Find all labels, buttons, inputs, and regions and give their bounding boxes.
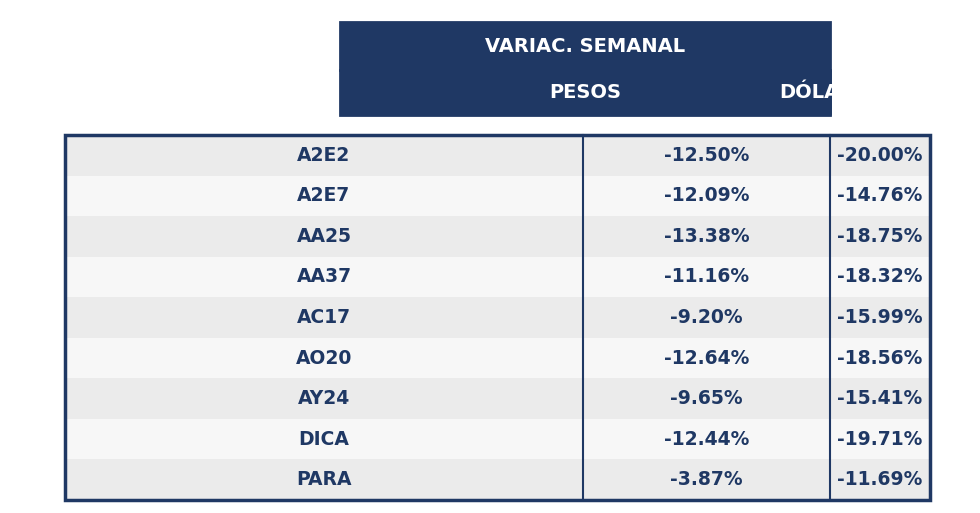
- Text: DÓLARES: DÓLARES: [779, 83, 881, 102]
- Bar: [65, 256, 930, 297]
- Text: AA37: AA37: [296, 267, 352, 286]
- Text: -9.65%: -9.65%: [670, 389, 743, 408]
- Text: -13.38%: -13.38%: [663, 227, 750, 246]
- Text: AO20: AO20: [296, 348, 352, 367]
- Text: -3.87%: -3.87%: [670, 470, 743, 489]
- Bar: [65, 135, 930, 500]
- Text: -19.71%: -19.71%: [837, 430, 923, 449]
- Text: -9.20%: -9.20%: [670, 308, 743, 327]
- Text: -14.76%: -14.76%: [837, 186, 923, 205]
- Text: -11.69%: -11.69%: [837, 470, 923, 489]
- Bar: [65, 460, 930, 500]
- Text: AA25: AA25: [297, 227, 352, 246]
- Text: PESOS: PESOS: [549, 83, 621, 102]
- Text: AY24: AY24: [298, 389, 350, 408]
- Bar: [340, 70, 830, 115]
- Text: -20.00%: -20.00%: [837, 146, 923, 165]
- Text: -15.41%: -15.41%: [837, 389, 922, 408]
- Text: -11.16%: -11.16%: [663, 267, 749, 286]
- Text: DICA: DICA: [299, 430, 350, 449]
- Bar: [65, 216, 930, 256]
- Text: -12.44%: -12.44%: [663, 430, 749, 449]
- Bar: [65, 175, 930, 216]
- Bar: [65, 135, 930, 175]
- Text: -12.09%: -12.09%: [663, 186, 750, 205]
- Text: A2E2: A2E2: [297, 146, 351, 165]
- Text: -12.50%: -12.50%: [663, 146, 749, 165]
- Text: -18.32%: -18.32%: [837, 267, 923, 286]
- Bar: [65, 297, 930, 338]
- Bar: [65, 419, 930, 460]
- Text: A2E7: A2E7: [297, 186, 351, 205]
- Text: -15.99%: -15.99%: [837, 308, 923, 327]
- Text: AC17: AC17: [297, 308, 351, 327]
- Text: PARA: PARA: [296, 470, 352, 489]
- Text: -18.75%: -18.75%: [837, 227, 923, 246]
- Bar: [340, 22, 830, 70]
- Text: -12.64%: -12.64%: [663, 348, 749, 367]
- Text: VARIAC. SEMANAL: VARIAC. SEMANAL: [485, 36, 685, 55]
- Bar: [65, 378, 930, 419]
- Text: -18.56%: -18.56%: [837, 348, 923, 367]
- Bar: [65, 338, 930, 378]
